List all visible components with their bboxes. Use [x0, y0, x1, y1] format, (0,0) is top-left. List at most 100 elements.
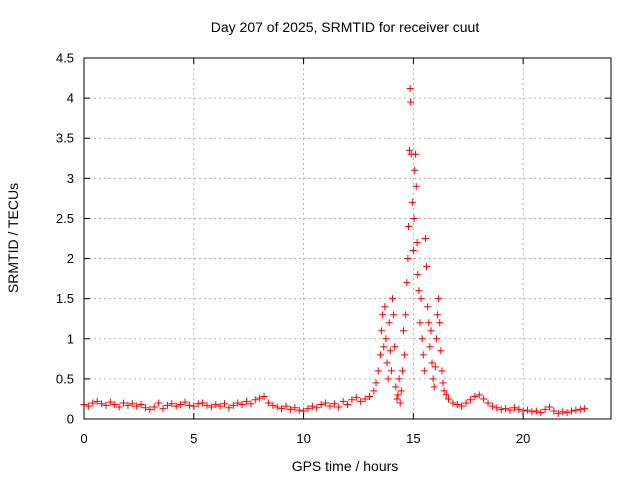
- data-point: [419, 351, 427, 359]
- data-point: [357, 397, 365, 405]
- data-point: [442, 391, 450, 399]
- data-point: [453, 401, 461, 409]
- data-point: [546, 403, 554, 411]
- data-point: [260, 393, 268, 401]
- data-point: [133, 402, 141, 410]
- grid-lines: [84, 58, 611, 419]
- data-point: [172, 402, 180, 410]
- data-point: [386, 347, 394, 355]
- data-point: [381, 303, 389, 311]
- data-point: [409, 247, 417, 255]
- data-point: [98, 400, 106, 408]
- data-point: [372, 379, 380, 387]
- data-point: [421, 235, 429, 242]
- data-point: [269, 401, 277, 409]
- data-point: [426, 343, 434, 351]
- data-point: [398, 367, 406, 375]
- data-point: [403, 279, 411, 287]
- data-point: [554, 409, 562, 417]
- data-point: [537, 409, 545, 417]
- data-point: [420, 367, 428, 375]
- data-point: [412, 150, 420, 158]
- data-point: [423, 263, 431, 271]
- data-point: [429, 375, 437, 383]
- data-point: [410, 214, 418, 222]
- data-point: [572, 406, 580, 414]
- data-point: [480, 395, 488, 403]
- data-point: [181, 398, 189, 406]
- data-point: [264, 399, 272, 407]
- data-point: [394, 391, 402, 399]
- data-point: [159, 405, 167, 413]
- data-point: [282, 402, 290, 410]
- data-point: [402, 311, 410, 319]
- data-point: [413, 239, 421, 247]
- data-point: [445, 395, 453, 403]
- data-point: [432, 335, 440, 343]
- data-point: [330, 400, 338, 408]
- data-point: [322, 399, 330, 407]
- data-point: [387, 367, 395, 375]
- data-point: [374, 367, 382, 375]
- plot-frame: [83, 57, 612, 420]
- data-point: [106, 398, 114, 406]
- data-point: [541, 405, 549, 413]
- data-point: [339, 397, 347, 405]
- y-tick-label: 3: [67, 171, 74, 186]
- data-point: [291, 404, 299, 412]
- data-point: [384, 375, 392, 383]
- data-point: [401, 351, 409, 359]
- x-tick-label: 0: [80, 431, 87, 446]
- data-point: [194, 400, 202, 408]
- data-point: [395, 375, 403, 383]
- data-point: [379, 311, 387, 319]
- data-point: [550, 407, 558, 415]
- data-point: [418, 335, 426, 343]
- data-point: [396, 399, 404, 407]
- data-point: [93, 397, 101, 405]
- data-point: [304, 405, 312, 413]
- data-point: [532, 407, 540, 415]
- data-point: [84, 402, 92, 410]
- axis-ticks: 0 0.5 1 1.5 2 2.5 3 3.5 4 4.5 0 5 10 15 20: [56, 51, 611, 446]
- data-point: [273, 403, 281, 411]
- data-point: [212, 401, 220, 409]
- data-point: [177, 401, 185, 409]
- data-point: [430, 383, 438, 391]
- data-point: [199, 399, 207, 407]
- y-tick-label: 2: [67, 251, 74, 266]
- data-point: [484, 399, 492, 407]
- data-point: [146, 405, 154, 413]
- y-tick-label: 2.5: [56, 211, 74, 226]
- data-point: [247, 400, 255, 408]
- data-point: [406, 84, 414, 92]
- data-point: [405, 146, 413, 154]
- data-point: [449, 399, 457, 407]
- data-point: [361, 395, 369, 403]
- data-point: [163, 401, 171, 409]
- data-point: [416, 319, 424, 327]
- data-point: [380, 343, 388, 351]
- data-point: [412, 182, 420, 190]
- data-point: [234, 399, 242, 407]
- data-point: [408, 198, 416, 206]
- data-point: [111, 401, 119, 409]
- data-point: [128, 400, 136, 408]
- data-point: [428, 359, 436, 367]
- y-axis-label: SRMTID / TECUs: [5, 183, 21, 293]
- data-point: [563, 409, 571, 417]
- x-tick-label: 10: [296, 431, 310, 446]
- data-point: [365, 393, 373, 401]
- data-point: [207, 403, 215, 411]
- data-point: [567, 407, 575, 415]
- data-point: [391, 343, 399, 351]
- data-point: [286, 405, 294, 413]
- x-tick-label: 15: [406, 431, 420, 446]
- data-point: [438, 367, 446, 375]
- data-point: [370, 387, 378, 395]
- y-tick-label: 4.5: [56, 51, 74, 66]
- data-point: [141, 404, 149, 412]
- data-point: [431, 363, 439, 371]
- data-point: [425, 319, 433, 327]
